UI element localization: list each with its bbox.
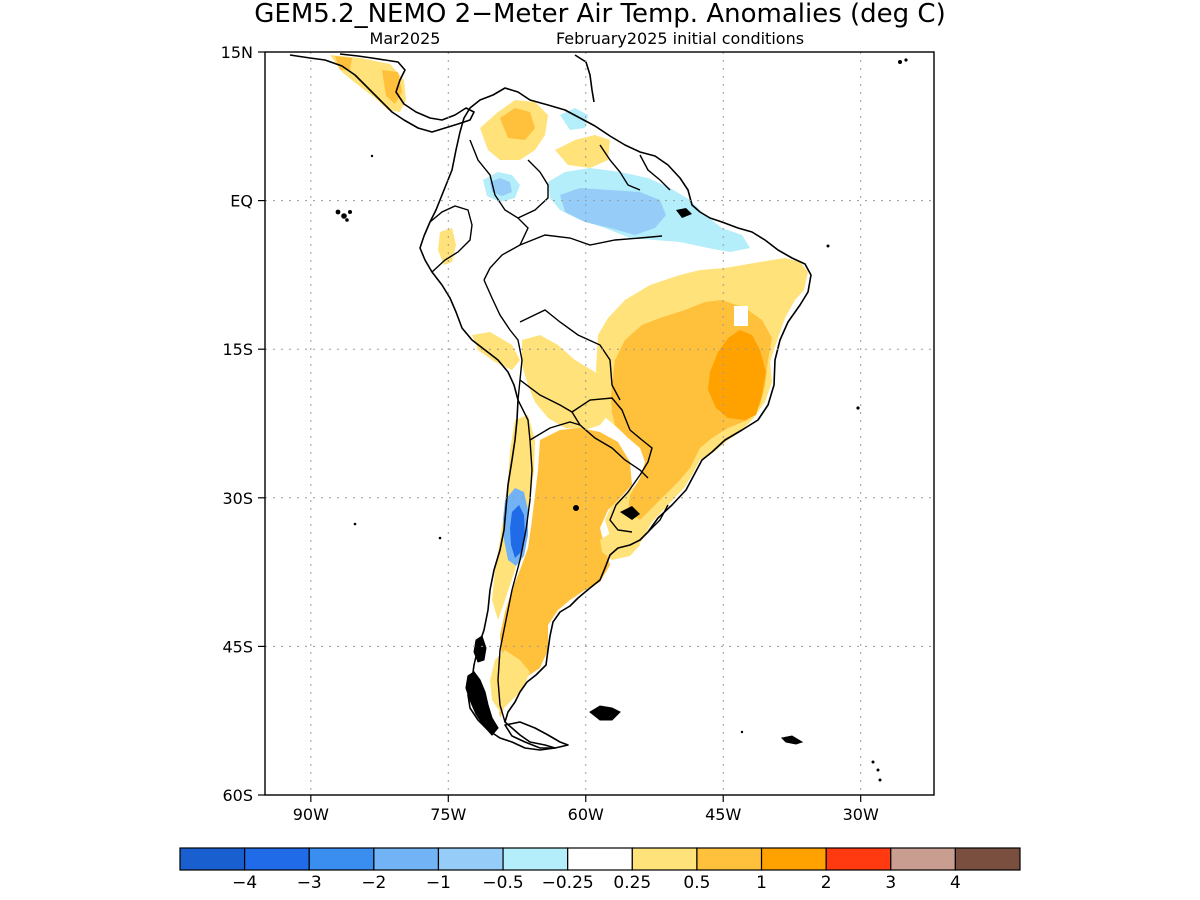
colorbar-label-11: 4 (950, 873, 961, 893)
x-tick-label-1: 75W (430, 805, 466, 824)
coastline-caribbean (574, 54, 595, 103)
country-borders (429, 139, 671, 723)
x-tick-label-4: 30W (843, 805, 879, 824)
x-tick-label-0: 90W (293, 805, 329, 824)
anomaly-region-amazon-blue (560, 188, 666, 235)
anomaly-region-colombia-cold-core (490, 178, 512, 196)
y-tick-label-3: 30S (222, 489, 253, 508)
anomaly-gap-brazil (734, 306, 748, 326)
colorbar-label-10: 3 (885, 873, 896, 893)
colorbar-label-9: 2 (821, 873, 832, 893)
coastline-south-america (419, 87, 812, 751)
colorbar-label-4: −0.5 (482, 873, 523, 893)
anomaly-region-peru-coast (472, 332, 520, 370)
y-tick-label-4: 45S (222, 637, 253, 656)
plot-frame (264, 51, 935, 796)
colorbar-label-7: 0.5 (683, 873, 710, 893)
colorbar-swatch-10 (825, 847, 892, 871)
colorbar-label-1: −3 (297, 873, 322, 893)
colorbar-swatch-1 (244, 847, 310, 871)
axis-ticks: 90W 75W 60W 45W 30W 15N EQ 15S 30S 45S 60S (221, 43, 879, 824)
colorbar-swatch-8 (696, 847, 763, 871)
anomaly-region-central-america-core-2 (382, 70, 402, 104)
coastline-falklands (589, 705, 621, 721)
colorbar-label-6: 0.25 (613, 873, 651, 893)
colorbar-swatch-4 (437, 847, 504, 871)
y-tick-label-1: EQ (230, 192, 253, 211)
coastline-chiloe (473, 635, 487, 663)
colorbar-swatch-7 (631, 847, 698, 871)
colorbar-swatch-2 (308, 847, 375, 871)
anomaly-region-andes-cold-core (510, 505, 525, 558)
x-tick-label-2: 60W (568, 805, 604, 824)
y-tick-label-5: 60S (222, 786, 253, 805)
initial-conditions-label: February2025 initial conditions (556, 29, 804, 48)
anomaly-region-argentina (498, 428, 632, 718)
map-title: GEM5.2_NEMO 2−Meter Air Temp. Anomalies … (254, 0, 945, 29)
colorbar-label-0: −4 (232, 873, 257, 893)
colorbar-swatch-5 (502, 847, 569, 871)
coastline-tierra-del-fuego (504, 721, 569, 749)
colorbar-swatch-3 (373, 847, 440, 871)
colorbar-swatch-12 (954, 847, 1021, 871)
small-islands (353, 58, 908, 782)
y-tick-label-0: 15N (221, 43, 253, 62)
coastline-galapagos (335, 209, 352, 222)
coastline-central-america (289, 53, 475, 133)
anomaly-region-east-brazil (708, 330, 766, 420)
anomaly-field (289, 53, 908, 782)
colorbar-label-5: −0.25 (542, 873, 594, 893)
colorbar-swatch-0 (179, 847, 246, 871)
colorbar-swatch-9 (760, 847, 827, 871)
anomaly-region-guyana-warm (555, 135, 610, 168)
anomaly-region-uruguay (600, 530, 640, 560)
colorbar-label-2: −2 (361, 873, 386, 893)
x-tick-label-3: 45W (705, 805, 741, 824)
colorbar-swatch-6 (567, 847, 633, 871)
coastline-south-georgia (780, 735, 804, 745)
colorbar-swatch-11 (890, 847, 956, 871)
anomaly-region-central-america-core (335, 56, 352, 70)
anomaly-region-guianas-cold (560, 108, 588, 130)
anomaly-region-venezuela-warm-core (500, 108, 535, 140)
lakes (620, 208, 692, 520)
anomaly-region-bolivia (522, 335, 612, 430)
colorbar: −4 −3 −2 −1 −0.5 −0.25 0.25 0.5 1 2 3 4 (179, 847, 1021, 893)
valid-month-label: Mar2025 (370, 29, 441, 48)
coastline-chile-fjords (465, 671, 499, 736)
map-plot-area: 90W 75W 60W 45W 30W 15N EQ 15S 30S 45S 60S (221, 43, 935, 824)
colorbar-label-3: −1 (426, 873, 451, 893)
y-tick-label-2: 15S (222, 340, 253, 359)
colorbar-label-8: 1 (756, 873, 767, 893)
